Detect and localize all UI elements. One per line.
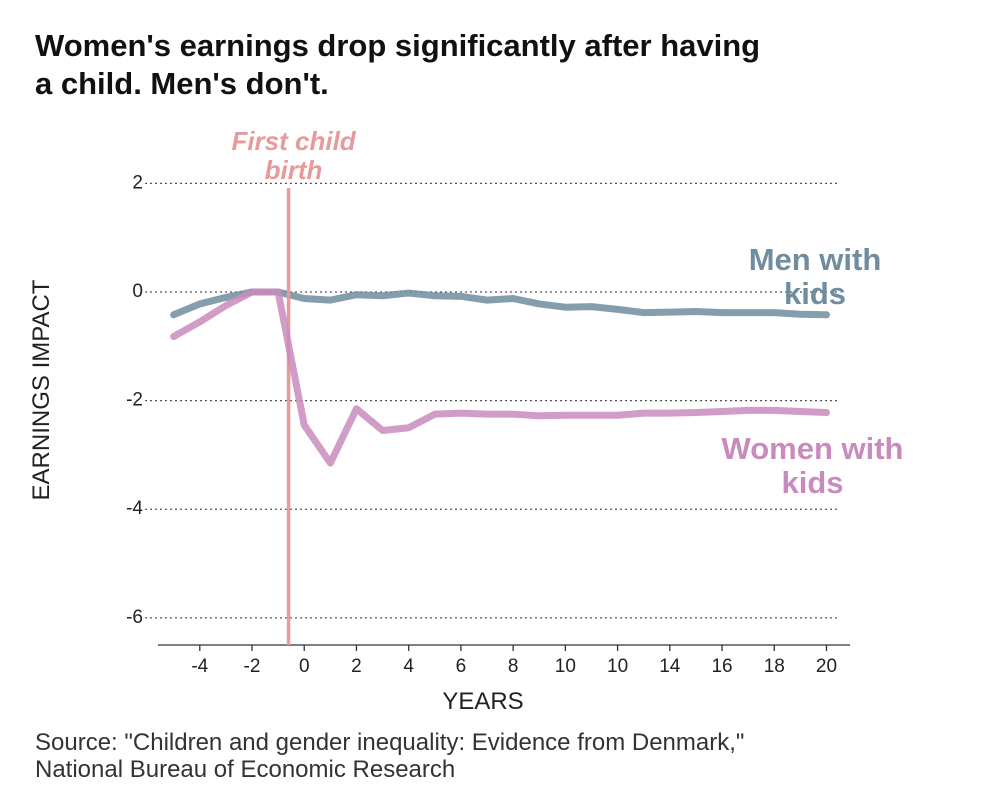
y-axis-label: EARNINGS IMPACT xyxy=(28,279,55,500)
x-tick-label: 14 xyxy=(659,656,681,677)
x-axis-label: YEARS xyxy=(442,688,523,715)
x-tick-label: 4 xyxy=(403,656,414,677)
series-line xyxy=(170,288,830,467)
x-tick-label: 16 xyxy=(711,656,732,677)
x-tick-label: 10 xyxy=(555,656,576,677)
chart-title: a child. Men's don't. xyxy=(35,66,329,101)
x-tick-label: 6 xyxy=(456,656,467,677)
series-label: Men with kids xyxy=(748,242,882,311)
x-tick-label: 20 xyxy=(816,656,837,677)
source: National Bureau of Economic Research xyxy=(35,756,455,783)
x-tick-label: 0 xyxy=(299,656,310,677)
source: Source: "Children and gender inequality:… xyxy=(35,729,744,756)
x-tick-label: -4 xyxy=(191,656,208,677)
x-tick-label: 18 xyxy=(764,656,785,677)
y-tick-label: 0 xyxy=(132,281,143,302)
annotation-text: birth xyxy=(265,155,323,185)
chart-title: Women's earnings drop significantly afte… xyxy=(35,28,760,63)
x-tick-label: 2 xyxy=(351,656,362,677)
y-tick-label: -6 xyxy=(126,607,143,628)
series-label: Women with kids xyxy=(721,431,904,500)
y-tick-label: 2 xyxy=(132,172,143,193)
y-tick-label: -2 xyxy=(126,390,143,411)
x-tick-label: -2 xyxy=(244,656,261,677)
x-tick-label: 8 xyxy=(508,656,519,677)
annotation-text: First child xyxy=(231,126,356,156)
series-line xyxy=(170,288,830,319)
x-tick-label: 10 xyxy=(607,656,628,677)
y-tick-label: -4 xyxy=(126,498,143,519)
